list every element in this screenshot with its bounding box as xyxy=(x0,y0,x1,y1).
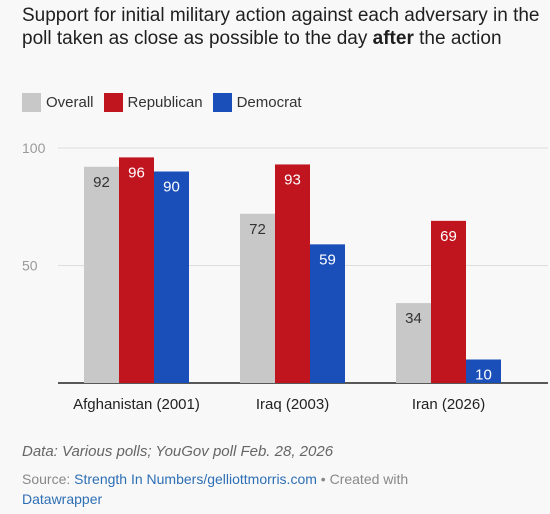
chart-title-part2: the action xyxy=(413,28,502,49)
legend-swatch-democrat xyxy=(212,92,232,112)
bar-democrat-1 xyxy=(310,244,345,383)
data-label-republican-2: 69 xyxy=(440,228,457,245)
source-label: Source: xyxy=(22,471,75,487)
data-label-democrat-0: 90 xyxy=(163,179,180,196)
legend: Overall Republican Democrat xyxy=(22,91,312,113)
data-label-republican-0: 96 xyxy=(128,164,145,181)
legend-item-republican: Republican xyxy=(103,92,203,112)
bar-chart: 50 100 92 96 90 Afghanistan (2001) 72 93 59 Iraq … xyxy=(22,140,548,413)
data-label-overall-2: 34 xyxy=(405,310,422,327)
bar-republican-2 xyxy=(431,220,466,383)
y-tick-label-100: 100 xyxy=(22,140,46,156)
chart-source: Source: Strength In Numbers/gelliottmorr… xyxy=(22,469,482,509)
bar-republican-1 xyxy=(275,164,310,383)
legend-swatch-republican xyxy=(103,92,123,112)
legend-item-overall: Overall xyxy=(22,92,94,112)
bar-democrat-0 xyxy=(154,171,189,383)
chart-title: Support for initial military action agai… xyxy=(22,4,542,50)
chart-notes: Data: Various polls; YouGov poll Feb. 28… xyxy=(22,443,334,460)
bar-overall-1 xyxy=(240,213,275,383)
datawrapper-link[interactable]: Datawrapper xyxy=(22,491,103,507)
data-label-democrat-2: 10 xyxy=(475,367,492,384)
source-suffix: • Created with xyxy=(316,471,409,487)
chart-title-part1: Support for initial military action agai… xyxy=(22,5,540,49)
chart-title-bold: after xyxy=(372,28,414,49)
data-label-republican-1: 93 xyxy=(284,171,301,188)
x-category-label-0: Afghanistan (2001) xyxy=(73,396,200,413)
x-category-label-1: Iraq (2003) xyxy=(256,396,329,413)
x-category-label-2: Iran (2026) xyxy=(412,396,485,413)
source-link[interactable]: Strength In Numbers/gelliottmorris.com xyxy=(74,471,317,487)
legend-swatch-overall xyxy=(22,92,41,112)
bar-democrat-2 xyxy=(466,359,501,383)
data-label-overall-0: 92 xyxy=(93,174,110,191)
data-label-overall-1: 72 xyxy=(249,221,266,238)
bar-overall-0 xyxy=(84,166,119,383)
legend-label-republican: Republican xyxy=(127,93,203,111)
bar-republican-0 xyxy=(119,157,154,383)
legend-item-democrat: Democrat xyxy=(212,92,302,112)
legend-label-overall: Overall xyxy=(46,93,94,111)
bar-overall-2 xyxy=(396,303,431,383)
data-label-democrat-1: 59 xyxy=(319,251,336,268)
legend-label-democrat: Democrat xyxy=(236,93,302,111)
y-tick-label-50: 50 xyxy=(22,258,38,274)
